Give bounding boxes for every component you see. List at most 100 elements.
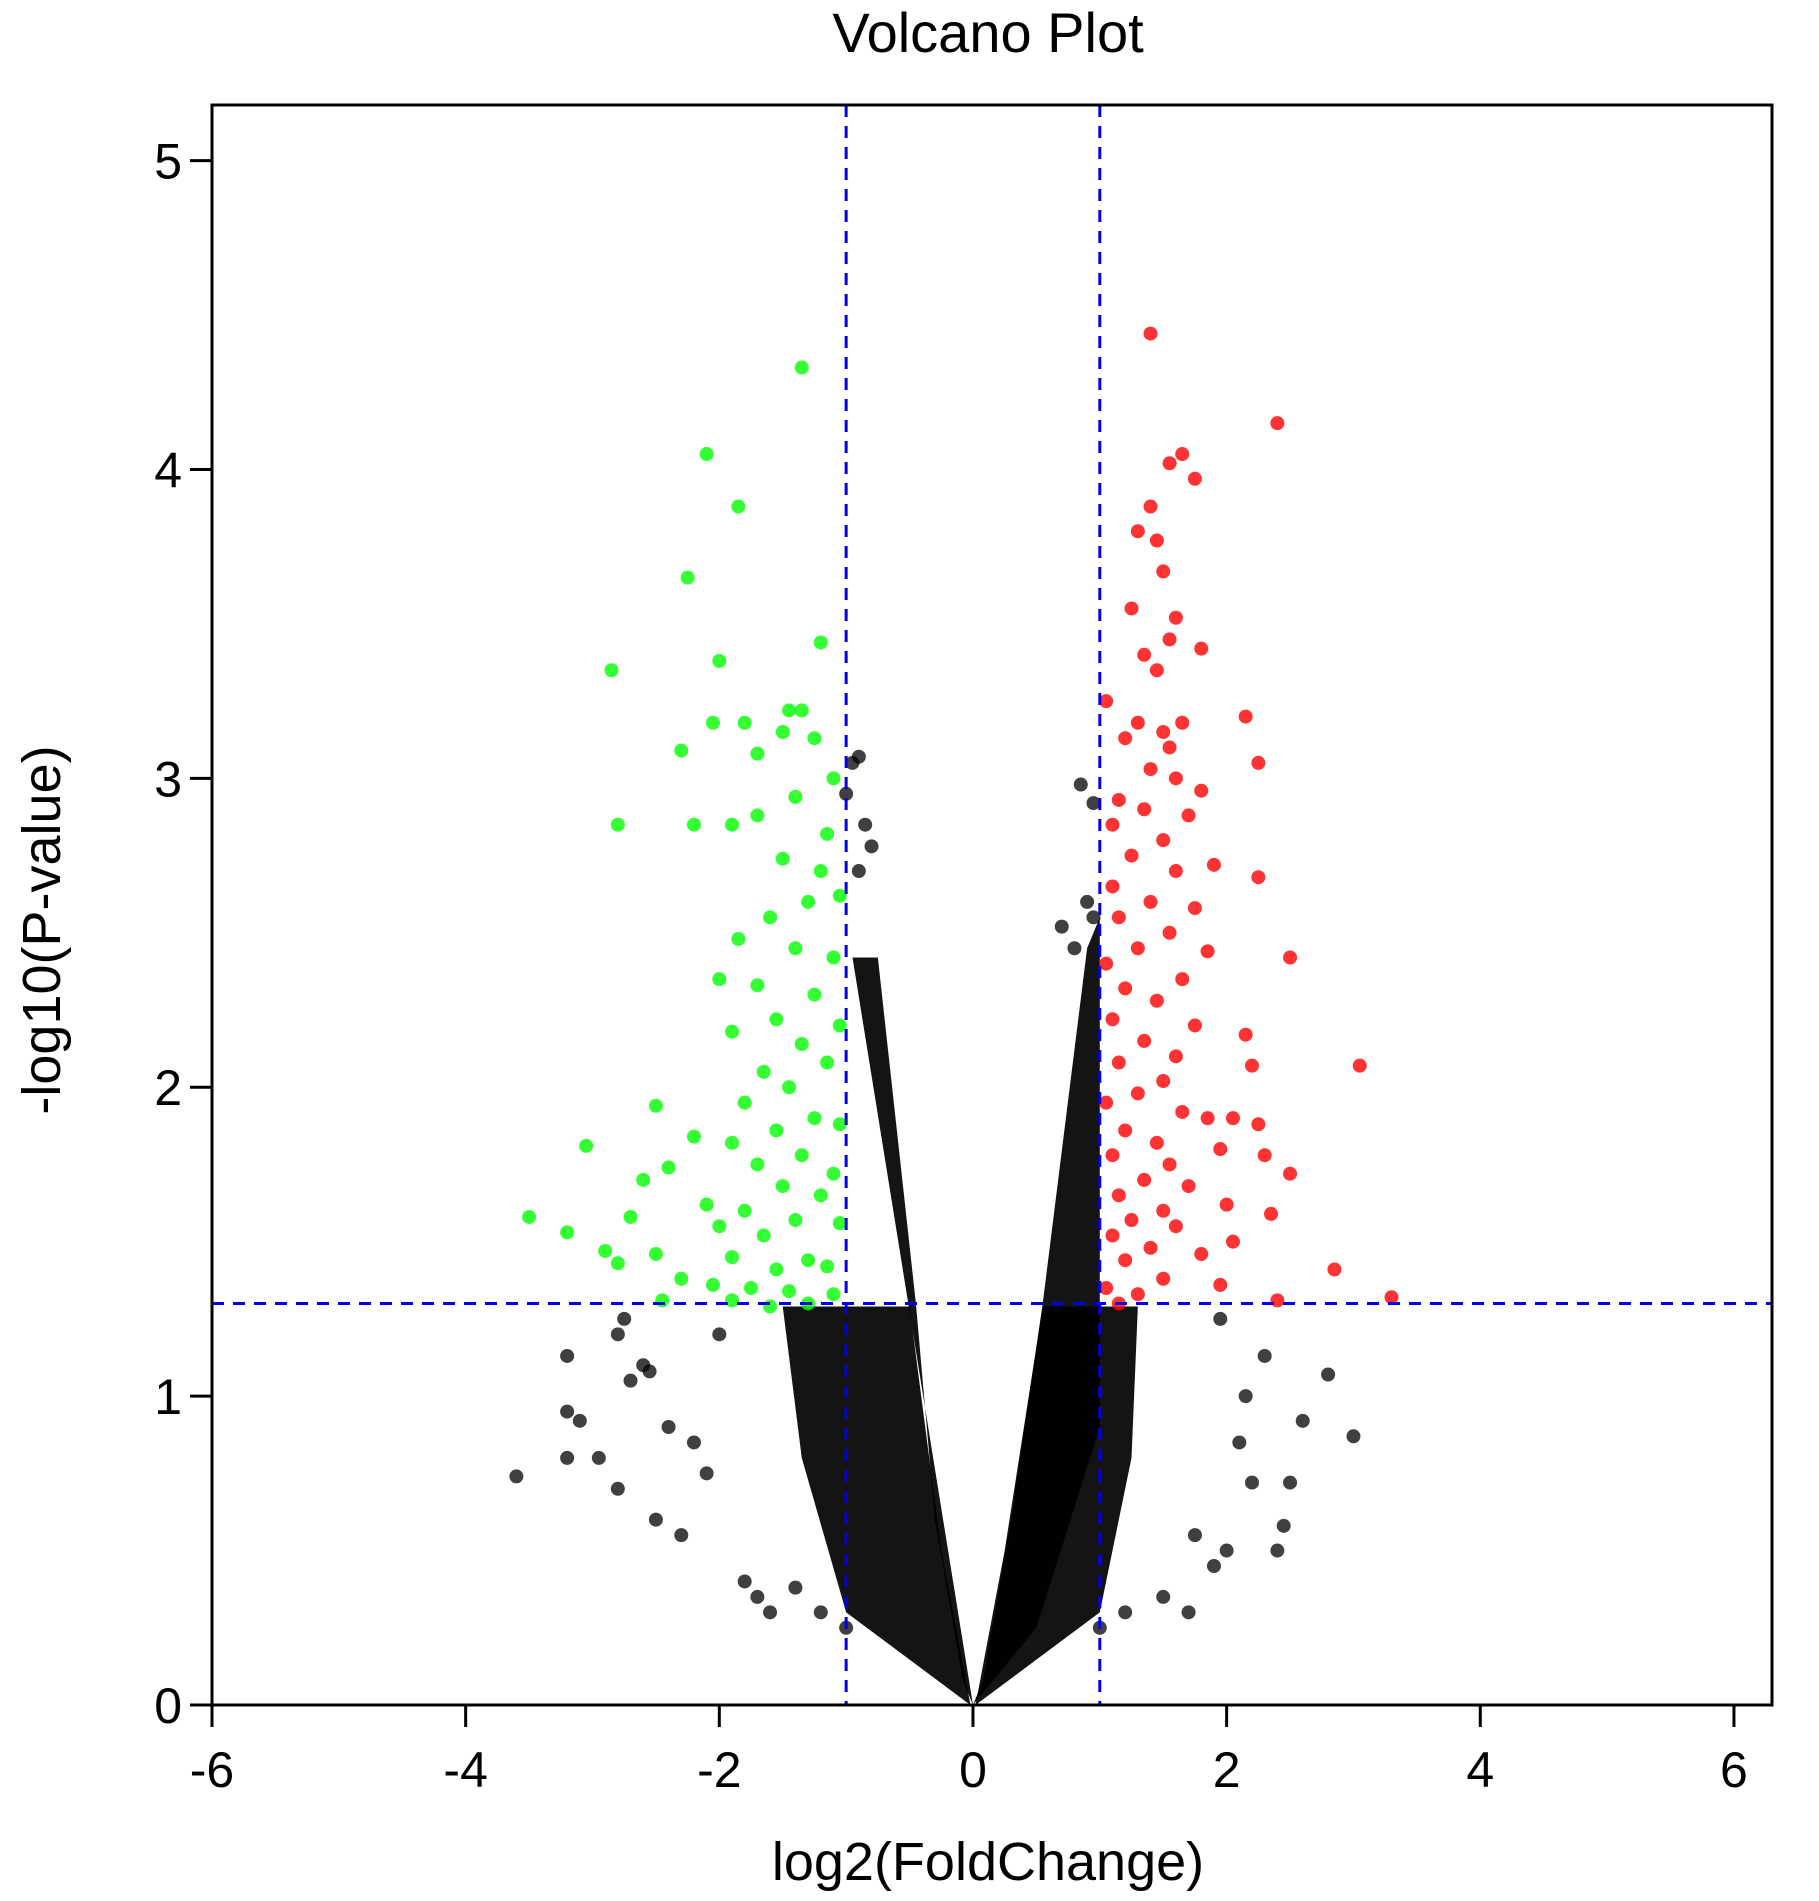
data-point bbox=[1321, 1367, 1336, 1382]
data-point bbox=[1111, 792, 1126, 807]
data-point bbox=[1067, 941, 1082, 956]
data-point bbox=[1168, 610, 1183, 625]
data-point bbox=[845, 755, 860, 770]
data-point bbox=[1149, 663, 1164, 678]
data-point bbox=[1168, 1049, 1183, 1064]
data-point bbox=[1118, 1605, 1133, 1620]
data-point bbox=[1181, 1605, 1196, 1620]
data-point bbox=[832, 1018, 847, 1033]
density-cloud bbox=[782, 917, 1138, 1705]
data-point bbox=[1111, 910, 1126, 925]
data-point bbox=[1238, 1027, 1253, 1042]
data-point bbox=[801, 1253, 816, 1268]
data-point bbox=[648, 1512, 663, 1527]
data-point bbox=[1213, 1311, 1228, 1326]
data-point bbox=[1149, 533, 1164, 548]
data-point bbox=[769, 1123, 784, 1138]
data-point bbox=[1175, 447, 1190, 462]
data-point bbox=[1118, 1253, 1133, 1268]
data-point bbox=[826, 771, 841, 786]
data-point bbox=[832, 888, 847, 903]
data-point bbox=[1111, 1055, 1126, 1070]
data-point bbox=[756, 1228, 771, 1243]
left-dense-wedge bbox=[852, 957, 973, 1705]
data-point bbox=[642, 1364, 657, 1379]
data-point bbox=[1086, 910, 1101, 925]
data-point bbox=[1118, 1123, 1133, 1138]
data-point bbox=[725, 817, 739, 832]
data-point bbox=[1181, 808, 1196, 823]
data-point bbox=[572, 1413, 587, 1428]
data-point bbox=[1162, 925, 1177, 940]
data-point bbox=[686, 1435, 701, 1450]
data-point bbox=[674, 1528, 689, 1543]
x-tick-label: -6 bbox=[190, 1742, 234, 1798]
data-point bbox=[1384, 1290, 1399, 1305]
data-point bbox=[820, 826, 835, 841]
data-point bbox=[1156, 1589, 1171, 1604]
data-point bbox=[813, 1188, 828, 1203]
data-point bbox=[661, 1160, 676, 1175]
data-point bbox=[1111, 1188, 1126, 1203]
data-point bbox=[522, 1209, 537, 1224]
data-point bbox=[1175, 715, 1190, 730]
data-points bbox=[509, 326, 1399, 1635]
data-point bbox=[1270, 1543, 1285, 1558]
x-axis-title: log2(FoldChange) bbox=[772, 1832, 1204, 1892]
data-point bbox=[1219, 1543, 1234, 1558]
data-point bbox=[782, 1284, 797, 1299]
data-point bbox=[826, 950, 841, 965]
data-point bbox=[712, 972, 727, 987]
data-point bbox=[1099, 956, 1114, 971]
data-point bbox=[1200, 1111, 1215, 1126]
data-point bbox=[1099, 1095, 1114, 1110]
data-point bbox=[1130, 524, 1145, 539]
x-tick-label: 0 bbox=[959, 1742, 987, 1798]
data-point bbox=[1137, 1033, 1152, 1048]
data-point bbox=[1143, 894, 1158, 909]
data-point bbox=[699, 447, 714, 462]
data-point bbox=[705, 1277, 720, 1292]
data-point bbox=[1225, 1234, 1240, 1249]
data-point bbox=[1124, 1213, 1139, 1228]
data-point bbox=[1105, 817, 1120, 832]
data-point bbox=[1181, 1179, 1196, 1194]
data-point bbox=[794, 1036, 809, 1051]
data-point bbox=[1194, 783, 1209, 798]
data-point bbox=[1156, 1203, 1171, 1218]
y-tick-label: 1 bbox=[154, 1369, 182, 1425]
data-point bbox=[1251, 755, 1266, 770]
data-point bbox=[744, 1281, 759, 1296]
data-point bbox=[1137, 802, 1152, 817]
data-point bbox=[801, 894, 816, 909]
data-point bbox=[1080, 894, 1095, 909]
data-point bbox=[750, 1157, 765, 1172]
data-point bbox=[591, 1450, 606, 1465]
data-point bbox=[1143, 499, 1158, 514]
data-point bbox=[1238, 709, 1253, 724]
data-point bbox=[1124, 601, 1139, 616]
data-point bbox=[648, 1247, 663, 1262]
data-point bbox=[794, 703, 809, 718]
data-point bbox=[1251, 870, 1266, 885]
data-point bbox=[1168, 771, 1183, 786]
data-point bbox=[750, 978, 765, 993]
data-point bbox=[1130, 715, 1145, 730]
data-point bbox=[610, 817, 625, 832]
data-point bbox=[858, 817, 873, 832]
data-point bbox=[1137, 1172, 1152, 1187]
data-point bbox=[1162, 1157, 1177, 1172]
data-point bbox=[763, 910, 778, 925]
x-tick-label: 2 bbox=[1213, 1742, 1241, 1798]
x-tick-label: -4 bbox=[443, 1742, 487, 1798]
data-point bbox=[1130, 941, 1145, 956]
data-point bbox=[1245, 1475, 1259, 1490]
data-point bbox=[1175, 972, 1190, 987]
data-point bbox=[1099, 694, 1114, 709]
x-axis: -6 -4 -2 0 2 4 6 bbox=[190, 1705, 1748, 1798]
data-point bbox=[737, 1203, 752, 1218]
data-point bbox=[560, 1450, 575, 1465]
data-point bbox=[737, 715, 752, 730]
chart-title: Volcano Plot bbox=[832, 1, 1144, 64]
